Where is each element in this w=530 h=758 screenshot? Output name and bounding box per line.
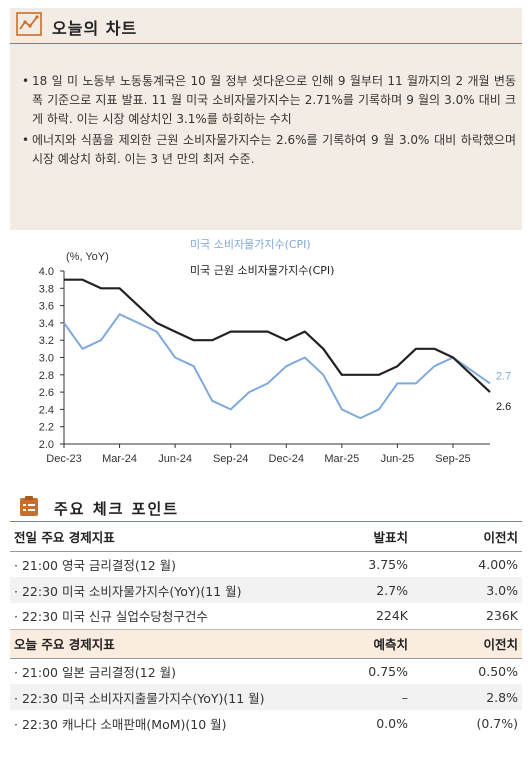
y-tick-label: 3.4 [39,318,54,330]
table-row: · 21:00 일본 금리결정(12 월) 0.75% 0.50% [10,658,522,684]
x-tick-label: Mar-25 [324,453,359,465]
indicator-cell: · 22:30 미국 소비자물가지수(YoY)(11 월) [10,577,300,603]
check-points-header: 주요 체크 포인트 [10,492,522,522]
table-header-row: 전일 주요 경제지표 발표치 이전치 [10,522,522,552]
y-tick-label: 4.0 [39,266,54,278]
value-cell: 236K [485,608,518,624]
value-cell: (0.7%) [476,715,518,731]
x-tick-label: Dec-23 [46,453,81,465]
table-row: · 22:30 캐나다 소매판매(MoM)(10 월) 0.0% (0.7%) [10,710,522,736]
cpi-chart: 4.0 3.8 3.6 3.4 3.2 3.0 2.8 2.6 2.4 2.2 2.0 Dec-23 M… [0,234,530,474]
value-cell: 0.0% [376,715,408,731]
section-title: 오늘의 차트 [52,19,138,38]
x-tick-label: Sep-24 [213,453,248,465]
table-header-row: 오늘 주요 경제지표 예측치 이전치 [10,628,522,659]
legend-entry: 미국 근원 소비자물가지수(CPI) [190,264,334,277]
value-cell: 4.00% [478,556,518,572]
prev-indicators-table: 전일 주요 경제지표 발표치 이전치 · 21:00 영국 금리결정(12 월)… [10,522,522,736]
line-chart-icon [16,12,42,36]
y-tick-label: 3.0 [39,353,54,365]
y-tick-label: 2.2 [39,422,54,434]
x-tick-label: Jun-25 [381,453,415,465]
series-end-label: 2.6 [496,401,511,413]
table-row: · 22:30 미국 신규 실업수당청구건수 224K 236K [10,603,522,629]
column-header: 예측치 [300,628,412,659]
series-end-label: 2.7 [496,370,511,382]
column-header: 전일 주요 경제지표 [10,522,300,552]
cpi-series-line [63,313,491,420]
value-cell: 224K [375,608,408,624]
y-tick-label: 2.0 [39,439,54,451]
indicator-cell: · 22:30 미국 소비자지출물가지수(YoY)(11 월) [10,684,300,710]
column-header: 오늘 주요 경제지표 [10,628,300,659]
value-cell: – [300,684,412,710]
unit-label: (%, YoY) [66,251,109,263]
indicator-cell: · 22:30 캐나다 소매판매(MoM)(10 월) [14,716,227,732]
x-tick-label: Sep-25 [435,453,470,465]
y-tick-label: 3.8 [39,283,54,295]
value-cell: 3.75% [368,556,408,572]
bullet-list: 18 일 미 노동부 노동통계국은 10 월 정부 셧다운으로 인해 9 월부터… [22,72,516,171]
y-tick-label: 2.4 [39,404,54,416]
table-row: · 21:00 영국 금리결정(12 월) 3.75% 4.00% [10,551,522,577]
cpi-line-chart: 4.0 3.8 3.6 3.4 3.2 3.0 2.8 2.6 2.4 2.2 2.0 Dec-23 M… [39,238,512,465]
value-cell: 0.50% [478,663,518,679]
x-tick-label: Mar-24 [102,453,137,465]
y-tick-label: 2.8 [39,370,54,382]
column-header: 이전치 [412,522,522,552]
bullet-item: 에너지와 식품을 제외한 근원 소비자물가지수는 2.6%를 기록하여 9 월 … [22,131,516,169]
value-cell: 0.75% [368,663,408,679]
x-tick-label: Jun-24 [158,453,192,465]
legend-entry: 미국 소비자물가지수(CPI) [190,238,311,251]
check-points-section: 주요 체크 포인트 전일 주요 경제지표 발표치 이전치 · 21:00 영국 … [10,492,522,736]
value-cell: 2.7% [300,577,412,603]
bullet-item: 18 일 미 노동부 노동통계국은 10 월 정부 셧다운으로 인해 9 월부터… [22,72,516,129]
table-row: · 22:30 미국 소비자지출물가지수(YoY)(11 월) – 2.8% [10,684,522,710]
y-tick-label: 3.6 [39,301,54,313]
checklist-icon [20,496,38,516]
section-title: 주요 체크 포인트 [54,500,180,518]
table-row: · 22:30 미국 소비자물가지수(YoY)(11 월) 2.7% 3.0% [10,577,522,603]
indicator-cell: · 21:00 일본 금리결정(12 월) [14,664,177,680]
indicator-cell: · 22:30 미국 신규 실업수당청구건수 [14,609,208,625]
y-tick-label: 3.2 [39,335,54,347]
core-cpi-series-line [64,278,491,393]
column-header: 이전치 [412,628,522,659]
today-chart-section: 오늘의 차트 18 일 미 노동부 노동통계국은 10 월 정부 셧다운으로 인… [10,8,522,230]
indicator-cell: · 21:00 영국 금리결정(12 월) [14,557,177,573]
column-header: 발표치 [300,522,412,552]
y-tick-label: 2.6 [39,387,54,399]
today-chart-header: 오늘의 차트 [10,8,522,44]
x-tick-label: Dec-24 [269,453,304,465]
value-cell: 3.0% [412,577,522,603]
value-cell: 2.8% [412,684,522,710]
